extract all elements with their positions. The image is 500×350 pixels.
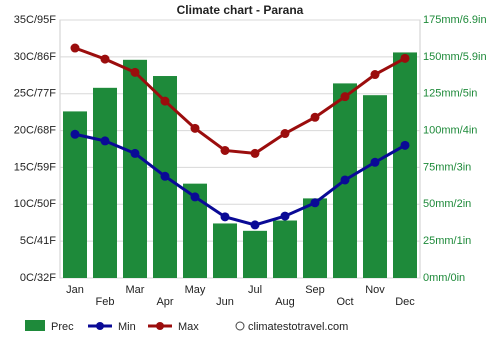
point	[400, 140, 410, 150]
point	[70, 43, 80, 53]
bar	[243, 230, 267, 278]
x-tick-label: Nov	[365, 284, 385, 296]
y-tick-label: 20C/68F	[14, 124, 56, 136]
point	[70, 129, 80, 139]
y-tick-label: 15C/59F	[14, 161, 56, 173]
bar	[393, 52, 417, 279]
y2-tick-label: 150mm/5.9in	[423, 51, 487, 63]
x-tick-label: Jun	[216, 296, 234, 308]
point	[190, 123, 200, 133]
x-tick-label: May	[185, 284, 206, 296]
chart-title: Climate chart - Parana	[177, 3, 304, 17]
y2-tick-label: 125mm/5in	[423, 88, 477, 100]
legend-swatch	[25, 320, 45, 331]
point	[130, 67, 140, 77]
bar	[363, 95, 387, 278]
x-tick-label: Feb	[96, 296, 115, 308]
point	[100, 54, 110, 64]
x-tick-label: Aug	[275, 296, 295, 308]
point	[220, 212, 230, 222]
y2-tick-label: 25mm/1in	[423, 235, 471, 247]
x-tick-label: Mar	[126, 284, 145, 296]
y-tick-label: 35C/95F	[14, 14, 56, 26]
legend-label: Prec	[51, 321, 74, 333]
line	[74, 132, 406, 227]
bar	[273, 220, 297, 278]
bar	[213, 223, 237, 278]
bar	[303, 198, 327, 278]
point	[400, 53, 410, 63]
source-icon	[235, 321, 245, 331]
y-tick-label: 0C/32F	[20, 272, 56, 284]
x-tick-label: Dec	[395, 296, 415, 308]
x-tick-label: Sep	[305, 284, 325, 296]
x-tick-label: Jul	[248, 284, 262, 296]
bar	[93, 87, 117, 279]
y2-tick-label: 175mm/6.9in	[423, 14, 487, 26]
y2-tick-label: 0mm/0in	[423, 272, 465, 284]
point	[190, 192, 200, 202]
point	[160, 171, 170, 181]
y2-tick-label: 100mm/4in	[423, 124, 477, 136]
x-tick-label: Oct	[336, 296, 353, 308]
point	[250, 148, 260, 158]
legend-label: Min	[118, 321, 136, 333]
y-tick-label: 25C/77F	[14, 88, 56, 100]
point	[310, 198, 320, 208]
point	[340, 92, 350, 102]
point	[370, 70, 380, 80]
point	[280, 129, 290, 139]
y-tick-label: 10C/50F	[14, 198, 56, 210]
legend-swatch	[96, 322, 104, 330]
point	[250, 220, 260, 230]
point	[280, 211, 290, 221]
bar	[63, 111, 87, 278]
point	[160, 96, 170, 106]
point	[370, 157, 380, 167]
point	[100, 136, 110, 146]
point	[310, 112, 320, 122]
legend-swatch	[156, 322, 164, 330]
point	[130, 148, 140, 158]
legend-label: Max	[178, 321, 199, 333]
line	[74, 46, 406, 155]
y-tick-label: 30C/86F	[14, 51, 56, 63]
point	[340, 175, 350, 185]
y2-tick-label: 75mm/3in	[423, 161, 471, 173]
source: climatestotravel.com	[248, 321, 348, 333]
x-tick-label: Jan	[66, 284, 84, 296]
point	[220, 145, 230, 155]
bar	[123, 59, 147, 279]
y-tick-label: 5C/41F	[20, 235, 56, 247]
x-tick-label: Apr	[156, 296, 173, 308]
y2-tick-label: 50mm/2in	[423, 198, 471, 210]
